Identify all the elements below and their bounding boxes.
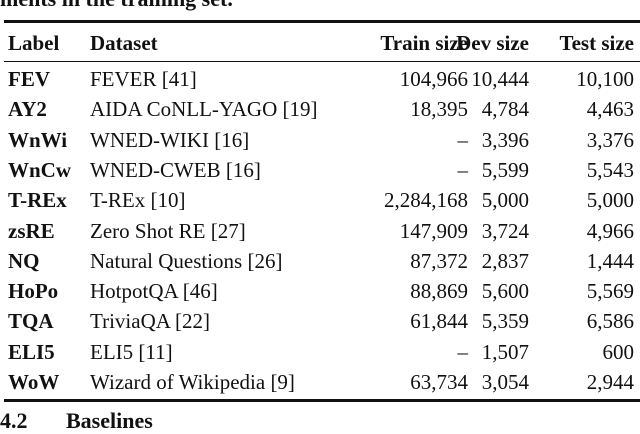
test-size-cell: 5,569: [586, 279, 634, 304]
test-size-cell: 5,543: [586, 157, 634, 182]
label-cell: FEV: [8, 67, 50, 91]
table-row: zsRE Zero Shot RE [27] 147,909 3,724 4,966: [0, 216, 640, 246]
train-size-cell: 147,909: [399, 218, 468, 243]
label-cell: HoPo: [8, 279, 59, 304]
train-size-cell: 88,869: [410, 279, 468, 304]
label-cell: WnCw: [8, 157, 72, 182]
top-rule: [4, 20, 640, 23]
test-size-cell: 1,444: [586, 248, 634, 273]
caption-fragment: ments in the training set.: [0, 0, 233, 12]
label-cell: WnWi: [8, 127, 68, 152]
dataset-cell: FEVER [41]: [90, 67, 197, 91]
test-size-cell: 6,586: [586, 309, 634, 334]
dev-size-cell: 5,359: [481, 309, 529, 334]
table-row: HoPo HotpotQA [46] 88,869 5,600 5,569: [0, 276, 640, 306]
label-cell: ELI5: [8, 339, 55, 364]
dataset-cell: HotpotQA [46]: [90, 279, 218, 304]
train-size-cell: 63,734: [410, 370, 468, 394]
dataset-cell: TriviaQA [22]: [90, 309, 210, 334]
dataset-cell: T-REx [10]: [90, 188, 186, 213]
test-size-cell: 4,463: [586, 97, 634, 122]
test-size-cell: 2,944: [586, 370, 634, 394]
dev-size-cell: 5,599: [481, 157, 529, 182]
dataset-cell: AIDA CoNLL-YAGO [19]: [90, 97, 318, 122]
train-size-cell: 87,372: [410, 248, 468, 273]
dataset-cell: Natural Questions [26]: [90, 248, 283, 273]
train-size-cell: 2,284,168: [384, 188, 468, 213]
label-cell: zsRE: [8, 218, 55, 243]
table-row: WoW Wizard of Wikipedia [9] 63,734 3,054 2,9…: [0, 367, 640, 397]
train-size-cell: 18,395: [410, 97, 468, 122]
label-cell: WoW: [8, 370, 60, 394]
train-size-cell: 104,966: [399, 67, 468, 91]
dataset-cell: WNED-CWEB [16]: [90, 157, 261, 182]
dev-size-cell: 2,837: [481, 248, 529, 273]
header-train-size: Train size: [380, 31, 468, 55]
dev-size-cell: 3,724: [481, 218, 529, 243]
dataset-cell: ELI5 [11]: [90, 339, 173, 364]
table-row: AY2 AIDA CoNLL-YAGO [19] 18,395 4,784 4,463: [0, 94, 640, 124]
mid-rule: [4, 61, 640, 63]
test-size-cell: 3,376: [586, 127, 634, 152]
bottom-rule: [4, 399, 640, 402]
header-label: Label: [8, 31, 60, 55]
dev-size-cell: 1,507: [481, 339, 529, 364]
dev-size-cell: 5,600: [481, 279, 529, 304]
dev-size-cell: 10,444: [471, 67, 529, 91]
table-row: ELI5 ELI5 [11] –1,507 600: [0, 337, 640, 367]
table-row: NQ Natural Questions [26] 87,372 2,837 1,444: [0, 246, 640, 276]
section-number: 4.2: [0, 408, 28, 433]
train-size-cell: 61,844: [410, 309, 468, 334]
dataset-cell: Wizard of Wikipedia [9]: [90, 370, 295, 394]
table-row: TQA TriviaQA [22] 61,844 5,359 6,586: [0, 306, 640, 336]
test-size-cell: 600: [602, 339, 635, 364]
table-header: Label Dataset Train size Dev size Test s…: [0, 28, 640, 58]
header-test-size: Test size: [559, 31, 634, 55]
label-cell: TQA: [8, 309, 54, 334]
train-size-cell: –: [457, 127, 469, 152]
test-size-cell: 4,966: [586, 218, 634, 243]
label-cell: T-REx: [8, 188, 67, 213]
test-size-cell: 10,100: [576, 67, 634, 91]
dev-size-cell: 3,396: [481, 127, 529, 152]
test-size-cell: 5,000: [586, 188, 634, 213]
table-row: T-REx T-REx [10] 2,284,168 5,000 5,000: [0, 185, 640, 215]
table-row: WnWi WNED-WIKI [16] –3,396 3,376: [0, 125, 640, 155]
train-size-cell: –: [457, 157, 469, 182]
label-cell: NQ: [8, 248, 40, 273]
dataset-cell: Zero Shot RE [27]: [90, 218, 246, 243]
dev-size-cell: 3,054: [481, 370, 529, 394]
header-dev-size: Dev size: [456, 31, 529, 55]
table-row: FEV FEVER [41] 104,966 10,444 10,100: [0, 64, 640, 94]
header-dataset: Dataset: [90, 31, 158, 55]
section-title: Baselines: [66, 408, 153, 433]
train-size-cell: –: [457, 339, 469, 364]
label-cell: AY2: [8, 97, 47, 122]
table-row: WnCw WNED-CWEB [16] –5,599 5,543: [0, 155, 640, 185]
dev-size-cell: 4,784: [481, 97, 529, 122]
dev-size-cell: 5,000: [481, 188, 529, 213]
dataset-cell: WNED-WIKI [16]: [90, 127, 250, 152]
